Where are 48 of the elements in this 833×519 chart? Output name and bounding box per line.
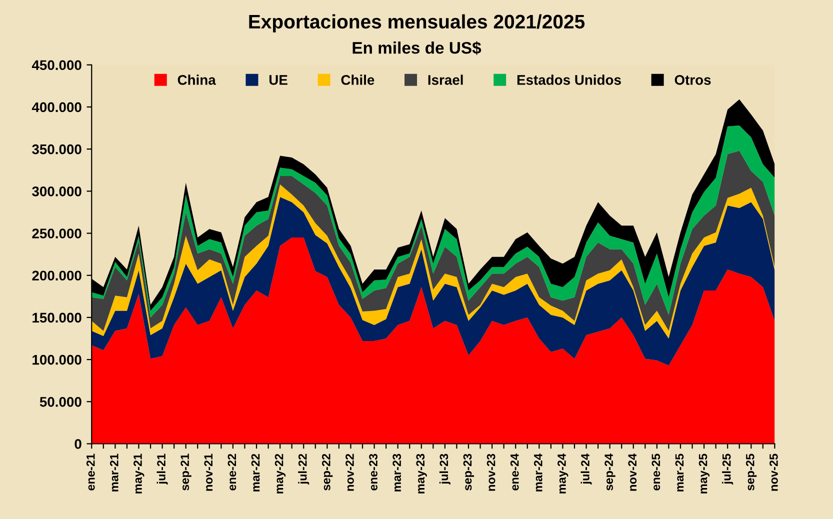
x-tick-label: ene-24 <box>510 454 519 490</box>
x-tick-label: jul-23 <box>439 454 450 484</box>
x-tick-label: may-25 <box>698 454 710 494</box>
x-tick-label: nov-25 <box>770 454 778 491</box>
legend-label: UE <box>269 75 288 85</box>
x-tick-label: mar-21 <box>110 454 118 492</box>
x-tick-label: mar-25 <box>675 454 684 492</box>
x-tick-label: may-21 <box>134 454 144 494</box>
x-tick-label: sep-25 <box>746 454 757 490</box>
x-tick-label: sep-24 <box>604 454 616 490</box>
x-tick-label: sep-22 <box>322 454 333 490</box>
x-tick-label: mar-22 <box>251 454 260 492</box>
x-tick-label: jul-25 <box>722 454 734 484</box>
y-tick-label: 450.000 <box>32 60 82 70</box>
y-tick-label: 50.000 <box>40 396 82 407</box>
x-tick-label: ene-21 <box>86 454 95 490</box>
y-tick-label: 350.000 <box>32 144 82 154</box>
x-tick-label: ene-25 <box>652 454 660 490</box>
x-tick-label: may-23 <box>416 454 427 494</box>
x-tick-label: nov-23 <box>486 454 496 491</box>
y-tick-label: 250.000 <box>32 228 82 238</box>
chart-subtitle: En miles de US$ <box>352 41 482 55</box>
legend-label: Chile <box>341 74 374 85</box>
x-tick-label: nov-21 <box>204 454 213 491</box>
y-tick-label: 150.000 <box>32 312 82 323</box>
y-tick-label: 200.000 <box>32 270 82 281</box>
x-tick-label: ene-22 <box>228 454 236 490</box>
x-tick-label: may-24 <box>558 454 568 494</box>
x-tick-label: may-22 <box>274 454 286 494</box>
legend-label: Otros <box>674 75 711 85</box>
legend-label: Estados Unidos <box>517 74 621 85</box>
legend-label: China <box>178 74 216 85</box>
x-tick-label: jul-22 <box>298 454 310 484</box>
y-tick-label: 300.000 <box>32 186 82 196</box>
x-tick-label: ene-23 <box>369 454 378 490</box>
legend-label: Israel <box>428 74 463 85</box>
x-tick-label: nov-22 <box>346 454 354 491</box>
x-tick-label: mar-24 <box>534 454 542 492</box>
chart-title: Exportaciones mensuales 2021/2025 <box>249 14 585 32</box>
x-tick-label: jul-21 <box>156 454 168 484</box>
x-tick-label: mar-23 <box>392 454 402 492</box>
x-tick-label: nov-24 <box>628 454 637 491</box>
x-tick-label: jul-24 <box>580 454 592 484</box>
y-tick-label: 100.000 <box>32 354 82 365</box>
y-tick-label: 400.000 <box>32 102 82 112</box>
y-tick-label: 0 <box>74 439 82 449</box>
x-tick-label: sep-21 <box>180 454 192 490</box>
x-tick-label: sep-23 <box>463 454 474 490</box>
